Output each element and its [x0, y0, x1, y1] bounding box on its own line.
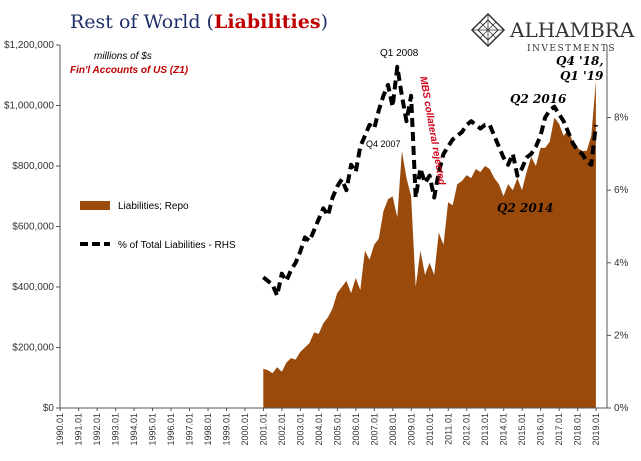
x-tick-label: 1998.01: [203, 413, 213, 446]
x-tick-label: 2001.01: [258, 413, 268, 446]
y-left-ticks: $0 $200,000 $400,000 $600,000 $800,000 $1,000…: [4, 40, 60, 414]
legend-label-area: Liabilities; Repo: [118, 201, 189, 212]
x-tick-label: 2013.01: [480, 413, 490, 446]
chart-source: Fin'l Accounts of US (Z1): [70, 65, 189, 76]
y-left-tick-label: $0: [43, 403, 55, 414]
x-tick-label: 2003.01: [295, 413, 305, 446]
annotation-q4-2007: Q4 2007: [366, 139, 401, 149]
line-series-layer: [262, 64, 598, 298]
y-left-tick-label: $800,000: [12, 161, 54, 172]
y-left-tick-label: $1,000,000: [4, 101, 54, 112]
x-tick-label: 2014.01: [499, 413, 509, 446]
x-tick-label: 2019.01: [591, 413, 601, 446]
annotation-q2-2014: Q2 2014: [497, 201, 553, 215]
x-tick-label: 1996.01: [166, 413, 176, 446]
x-tick-label: 2002.01: [277, 413, 287, 446]
y-left-tick-label: $400,000: [12, 282, 54, 293]
x-tick-label: 1994.01: [129, 413, 139, 446]
x-tick-label: 2015.01: [517, 413, 527, 446]
x-tick-label: 1997.01: [185, 413, 195, 446]
x-tick-label: 2008.01: [388, 413, 398, 446]
x-tick-label: 1993.01: [111, 413, 121, 446]
x-tick-label: 2011.01: [443, 413, 453, 445]
brand-tagline: INVESTMENTS: [527, 44, 616, 54]
annotation-q2-2016: Q2 2016: [510, 92, 567, 106]
legend: Liabilities; Repo % of Total Liabilities…: [80, 201, 236, 251]
y-left-tick-label: $200,000: [12, 343, 54, 354]
brand-name: ALHAMBRA: [509, 18, 635, 42]
y-right-tick-label: 2%: [614, 330, 629, 341]
y-right-tick-label: 8%: [614, 113, 629, 124]
chart-title-main: Rest of World: [70, 11, 201, 33]
x-tick-label: 2004.01: [314, 413, 324, 446]
x-tick-label: 1999.01: [222, 413, 232, 446]
x-tick-label: 2010.01: [425, 413, 435, 446]
y-right-tick-label: 6%: [614, 185, 629, 196]
x-tick-label: 2009.01: [406, 413, 416, 446]
x-tick-label: 2000.01: [240, 413, 250, 446]
legend-label-line: % of Total Liabilities - RHS: [118, 240, 236, 251]
x-tick-label: 2016.01: [536, 413, 546, 446]
series-pct-total-liabilities-line: [262, 64, 598, 298]
x-tick-label: 2018.01: [573, 413, 583, 446]
svg-text:MBS collateral rejected: MBS collateral rejected: [417, 76, 447, 187]
x-tick-label: 1995.01: [148, 413, 158, 446]
legend-swatch-area: [80, 201, 110, 210]
x-tick-label: 1992.01: [92, 413, 102, 446]
x-tick-label: 2017.01: [554, 413, 564, 446]
annotation-q4-18: Q4 '18,: [556, 54, 604, 68]
x-tick-label: 1990.01: [55, 413, 65, 446]
x-tick-label: 2012.01: [462, 413, 472, 446]
x-tick-label: 2006.01: [351, 413, 361, 446]
chart-subtitle: millions of $s: [94, 51, 152, 62]
x-ticks: 1990.01 1991.01 1992.01 1993.01 1994.01 1995.…: [55, 408, 601, 446]
alhambra-logo-mark: [470, 12, 506, 48]
annotation-q1-2008: Q1 2008: [380, 48, 419, 59]
y-right-tick-label: 4%: [614, 258, 629, 269]
x-tick-label: 1991.01: [74, 413, 84, 446]
series-liabilities-repo-area: [263, 81, 596, 409]
annotation-q1-19: Q1 '19: [560, 69, 604, 83]
x-tick-label: 2005.01: [332, 413, 342, 446]
area-series-layer: [263, 81, 596, 409]
y-left-tick-label: $1,200,000: [4, 40, 54, 51]
y-right-tick-label: 0%: [614, 403, 629, 414]
chart-title-highlight: Liabilities: [214, 11, 321, 33]
y-left-tick-label: $600,000: [12, 222, 54, 233]
y-right-ticks: 0% 2% 4% 6% 8%: [607, 113, 629, 414]
alhambra-logo: ALHAMBRA INVESTMENTS: [470, 12, 635, 54]
x-tick-label: 2007.01: [369, 413, 379, 446]
annotation-mbs-rejected: MBS collateral rejected: [417, 76, 447, 187]
chart-title: Rest of World (Liabilities): [70, 11, 328, 33]
